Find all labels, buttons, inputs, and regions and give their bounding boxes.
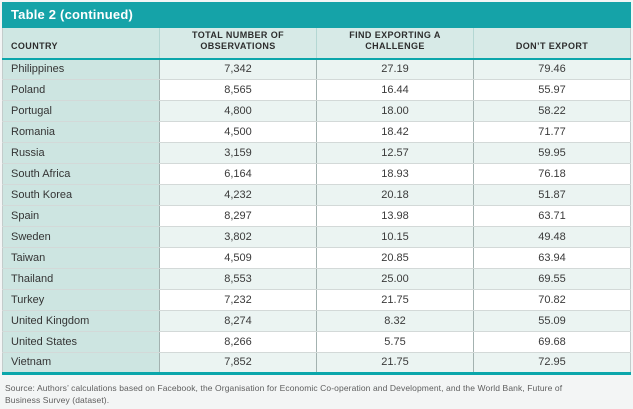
observations-cell: 7,342: [159, 58, 317, 80]
table-row: Philippines 7,342 27.19 79.46: [2, 58, 631, 80]
table-row: Russia 3,159 12.57 59.95: [2, 142, 631, 164]
observations-cell: 3,159: [159, 142, 317, 164]
challenge-cell: 18.93: [316, 163, 474, 185]
dont-export-cell: 79.46: [473, 58, 631, 80]
observations-cell: 8,565: [159, 79, 317, 101]
table-row: Thailand 8,553 25.00 69.55: [2, 268, 631, 290]
data-table: COUNTRY TOTAL NUMBER OF OBSERVATIONS FIN…: [2, 28, 631, 375]
column-header-dont-export: DON’T EXPORT: [473, 28, 631, 60]
dont-export-cell: 69.55: [473, 268, 631, 290]
country-cell: Philippines: [2, 58, 160, 80]
table-body: Philippines 7,342 27.19 79.46 Poland 8,5…: [2, 58, 631, 375]
table-row: Spain 8,297 13.98 63.71: [2, 205, 631, 227]
table-row: South Africa 6,164 18.93 76.18: [2, 163, 631, 185]
challenge-cell: 18.42: [316, 121, 474, 143]
country-cell: Poland: [2, 79, 160, 101]
country-cell: Romania: [2, 121, 160, 143]
challenge-cell: 21.75: [316, 352, 474, 375]
observations-cell: 8,266: [159, 331, 317, 353]
observations-cell: 4,500: [159, 121, 317, 143]
observations-cell: 4,800: [159, 100, 317, 122]
table-row: Sweden 3,802 10.15 49.48: [2, 226, 631, 248]
country-cell: Spain: [2, 205, 160, 227]
country-cell: South Africa: [2, 163, 160, 185]
observations-cell: 8,553: [159, 268, 317, 290]
country-cell: Turkey: [2, 289, 160, 311]
dont-export-cell: 72.95: [473, 352, 631, 375]
observations-cell: 8,274: [159, 310, 317, 332]
table-title: Table 2 (continued): [11, 7, 134, 22]
challenge-cell: 13.98: [316, 205, 474, 227]
observations-cell: 4,509: [159, 247, 317, 269]
source-note-line1: Source: Authors’ calculations based on F…: [5, 383, 563, 393]
dont-export-cell: 76.18: [473, 163, 631, 185]
header-row: COUNTRY TOTAL NUMBER OF OBSERVATIONS FIN…: [2, 28, 631, 60]
dont-export-cell: 71.77: [473, 121, 631, 143]
table-row: Portugal 4,800 18.00 58.22: [2, 100, 631, 122]
challenge-cell: 10.15: [316, 226, 474, 248]
table-header: COUNTRY TOTAL NUMBER OF OBSERVATIONS FIN…: [2, 28, 631, 60]
country-cell: United States: [2, 331, 160, 353]
challenge-cell: 8.32: [316, 310, 474, 332]
table-row: South Korea 4,232 20.18 51.87: [2, 184, 631, 206]
dont-export-cell: 58.22: [473, 100, 631, 122]
column-header-challenge: FIND EXPORTING A CHALLENGE: [316, 28, 474, 60]
table-title-bar: Table 2 (continued): [2, 2, 631, 28]
table-row: Poland 8,565 16.44 55.97: [2, 79, 631, 101]
dont-export-cell: 59.95: [473, 142, 631, 164]
dont-export-cell: 55.97: [473, 79, 631, 101]
observations-cell: 4,232: [159, 184, 317, 206]
table-row: Turkey 7,232 21.75 70.82: [2, 289, 631, 311]
table-row: United States 8,266 5.75 69.68: [2, 331, 631, 353]
table-row: Vietnam 7,852 21.75 72.95: [2, 352, 631, 375]
observations-cell: 3,802: [159, 226, 317, 248]
column-header-observations: TOTAL NUMBER OF OBSERVATIONS: [159, 28, 317, 60]
challenge-cell: 12.57: [316, 142, 474, 164]
challenge-cell: 27.19: [316, 58, 474, 80]
dont-export-cell: 49.48: [473, 226, 631, 248]
dont-export-cell: 70.82: [473, 289, 631, 311]
dont-export-cell: 69.68: [473, 331, 631, 353]
challenge-cell: 25.00: [316, 268, 474, 290]
observations-cell: 7,232: [159, 289, 317, 311]
dont-export-cell: 63.71: [473, 205, 631, 227]
challenge-cell: 5.75: [316, 331, 474, 353]
challenge-cell: 20.18: [316, 184, 474, 206]
dont-export-cell: 55.09: [473, 310, 631, 332]
country-cell: Sweden: [2, 226, 160, 248]
observations-cell: 7,852: [159, 352, 317, 375]
column-header-country: COUNTRY: [2, 28, 160, 60]
country-cell: Vietnam: [2, 352, 160, 375]
country-cell: Thailand: [2, 268, 160, 290]
source-note-line2: Business Survey (dataset).: [5, 395, 110, 406]
table-row: Romania 4,500 18.42 71.77: [2, 121, 631, 143]
country-cell: Portugal: [2, 100, 160, 122]
dont-export-cell: 51.87: [473, 184, 631, 206]
observations-cell: 8,297: [159, 205, 317, 227]
country-cell: Taiwan: [2, 247, 160, 269]
country-cell: South Korea: [2, 184, 160, 206]
dont-export-cell: 63.94: [473, 247, 631, 269]
country-cell: United Kingdom: [2, 310, 160, 332]
challenge-cell: 18.00: [316, 100, 474, 122]
table-row: United Kingdom 8,274 8.32 55.09: [2, 310, 631, 332]
challenge-cell: 21.75: [316, 289, 474, 311]
country-cell: Russia: [2, 142, 160, 164]
challenge-cell: 20.85: [316, 247, 474, 269]
source-note: Source: Authors’ calculations based on F…: [2, 375, 631, 407]
table-row: Taiwan 4,509 20.85 63.94: [2, 247, 631, 269]
challenge-cell: 16.44: [316, 79, 474, 101]
observations-cell: 6,164: [159, 163, 317, 185]
